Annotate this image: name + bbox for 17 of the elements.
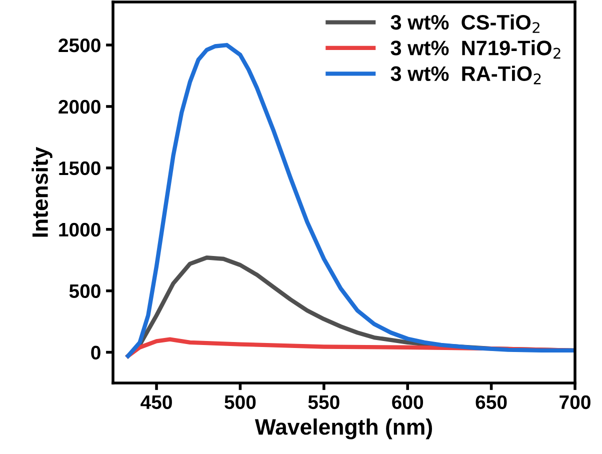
x-tick-label: 700 [560,395,590,410]
x-tick-label: 550 [308,395,340,410]
x-tick-label: 600 [392,395,424,410]
legend-label: 3 wt% RA-TiO$_{2}$ [390,66,541,84]
y-tick-label: 1500 [59,161,100,176]
y-axis-title: Intensity [32,146,52,237]
x-tick-label: 650 [476,395,507,410]
x-tick-label: 500 [224,395,256,410]
y-tick-label: 500 [69,284,100,298]
y-tick-label: 2000 [58,100,100,114]
x-axis-title: Wavelength (nm) [254,418,432,440]
y-tick-label: 1000 [59,222,100,237]
legend-label: 3 wt% CS-TiO$_{2}$ [390,14,540,33]
y-tick-label: 0 [91,346,100,360]
x-tick-label: 450 [140,395,172,410]
y-tick-label: 2500 [58,38,100,52]
legend-label: 3 wt% N719-TiO$_{2}$ [390,40,560,59]
